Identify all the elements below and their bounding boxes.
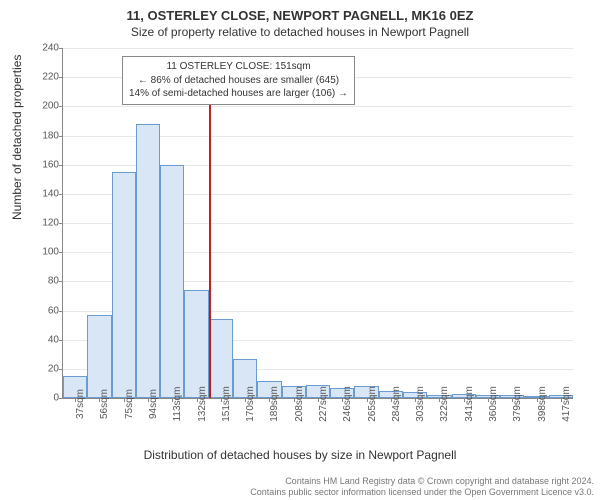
y-tick bbox=[59, 136, 63, 137]
y-tick-label: 20 bbox=[29, 363, 59, 374]
y-tick-label: 160 bbox=[29, 159, 59, 170]
y-axis-label: Number of detached properties bbox=[10, 55, 24, 220]
y-tick bbox=[59, 281, 63, 282]
y-tick-label: 240 bbox=[29, 43, 59, 54]
y-tick bbox=[59, 311, 63, 312]
chart-area: 02040608010012014016018020022024037sqm56… bbox=[62, 48, 572, 398]
chart-container: 11, OSTERLEY CLOSE, NEWPORT PAGNELL, MK1… bbox=[0, 0, 600, 500]
x-tick-label: 56sqm bbox=[99, 389, 110, 419]
annotation-line1: 11 OSTERLEY CLOSE: 151sqm bbox=[129, 60, 348, 74]
footer-line2: Contains public sector information licen… bbox=[0, 487, 594, 498]
footer-line1: Contains HM Land Registry data © Crown c… bbox=[0, 476, 594, 487]
x-tick-label: 151sqm bbox=[221, 386, 232, 422]
x-tick-label: 284sqm bbox=[391, 386, 402, 422]
y-tick bbox=[59, 48, 63, 49]
y-tick bbox=[59, 223, 63, 224]
histogram-bar bbox=[112, 172, 136, 398]
x-tick-label: 341sqm bbox=[464, 386, 475, 422]
x-tick-label: 322sqm bbox=[439, 386, 450, 422]
annotation-line3: 14% of semi-detached houses are larger (… bbox=[129, 87, 348, 101]
annotation-line2: ← 86% of detached houses are smaller (64… bbox=[129, 74, 348, 88]
y-tick-label: 180 bbox=[29, 130, 59, 141]
x-axis-label: Distribution of detached houses by size … bbox=[0, 448, 600, 462]
x-tick-label: 303sqm bbox=[415, 386, 426, 422]
y-tick-label: 0 bbox=[29, 393, 59, 404]
footer: Contains HM Land Registry data © Crown c… bbox=[0, 476, 600, 498]
x-tick-label: 113sqm bbox=[172, 387, 183, 422]
x-tick-label: 265sqm bbox=[367, 386, 378, 422]
x-tick-label: 398sqm bbox=[537, 386, 548, 422]
x-tick-label: 246sqm bbox=[342, 386, 353, 422]
y-tick-label: 80 bbox=[29, 276, 59, 287]
x-tick-label: 189sqm bbox=[269, 386, 280, 422]
y-tick-label: 40 bbox=[29, 334, 59, 345]
chart-subtitle: Size of property relative to detached ho… bbox=[0, 23, 600, 39]
y-tick bbox=[59, 165, 63, 166]
y-tick bbox=[59, 106, 63, 107]
x-tick-label: 170sqm bbox=[245, 386, 256, 422]
histogram-bar bbox=[184, 290, 208, 398]
y-tick-label: 200 bbox=[29, 101, 59, 112]
y-tick-label: 120 bbox=[29, 218, 59, 229]
x-tick-label: 379sqm bbox=[512, 386, 523, 422]
x-tick-label: 208sqm bbox=[294, 386, 305, 422]
histogram-bar bbox=[160, 165, 184, 398]
grid-line bbox=[63, 106, 573, 107]
y-tick bbox=[59, 252, 63, 253]
y-tick bbox=[59, 77, 63, 78]
x-tick-label: 37sqm bbox=[75, 389, 86, 419]
x-tick-label: 227sqm bbox=[318, 386, 329, 422]
y-tick bbox=[59, 369, 63, 370]
histogram-bar bbox=[87, 315, 111, 398]
x-tick-label: 75sqm bbox=[124, 389, 135, 419]
x-tick-label: 94sqm bbox=[148, 389, 159, 419]
y-tick bbox=[59, 340, 63, 341]
x-tick-label: 417sqm bbox=[561, 386, 572, 422]
x-tick-label: 360sqm bbox=[488, 386, 499, 422]
x-tick-label: 132sqm bbox=[197, 386, 208, 422]
y-tick-label: 140 bbox=[29, 188, 59, 199]
histogram-bar bbox=[136, 124, 160, 398]
y-tick bbox=[59, 398, 63, 399]
y-tick bbox=[59, 194, 63, 195]
chart-title: 11, OSTERLEY CLOSE, NEWPORT PAGNELL, MK1… bbox=[0, 0, 600, 23]
grid-line bbox=[63, 48, 573, 49]
y-tick-label: 100 bbox=[29, 247, 59, 258]
y-tick-label: 60 bbox=[29, 305, 59, 316]
marker-line bbox=[209, 77, 211, 398]
y-tick-label: 220 bbox=[29, 72, 59, 83]
annotation-box: 11 OSTERLEY CLOSE: 151sqm ← 86% of detac… bbox=[122, 56, 355, 105]
